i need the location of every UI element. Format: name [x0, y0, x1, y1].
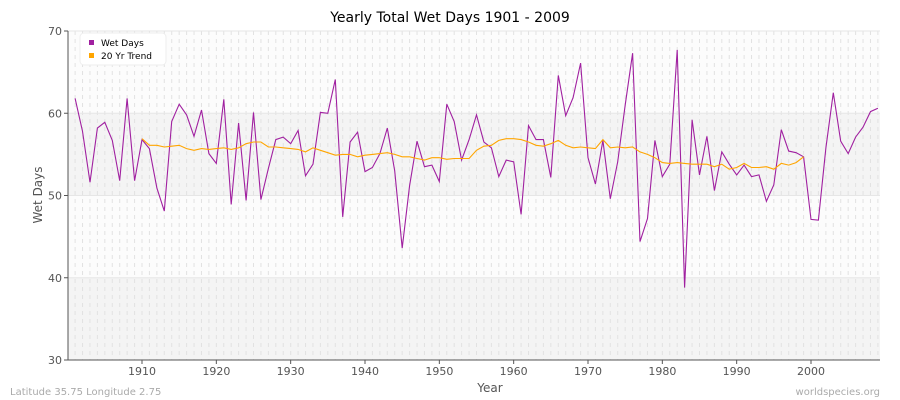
- y-tick-label: 30: [48, 354, 62, 367]
- y-band: [68, 31, 880, 114]
- series-line-trend: [141, 138, 804, 170]
- x-tick-label: 1910: [128, 365, 156, 378]
- x-axis-label: Year: [476, 381, 502, 395]
- y-tick-label: 40: [48, 272, 62, 285]
- series-line-wet-days: [74, 49, 879, 288]
- x-tick-label: 1950: [425, 365, 453, 378]
- chart-title: Yearly Total Wet Days 1901 - 2009: [329, 10, 570, 26]
- x-tick-label: 1980: [648, 365, 676, 378]
- x-tick-label: 1960: [500, 365, 528, 378]
- x-tick-label: 1920: [202, 365, 230, 378]
- footer-source: worldspecies.org: [796, 387, 880, 398]
- legend-swatch-trend: [89, 53, 94, 58]
- legend-label-trend: 20 Yr Trend: [101, 52, 152, 62]
- legend-swatch-wet-days: [89, 40, 94, 45]
- y-band: [68, 277, 880, 360]
- x-tick-label: 1990: [723, 365, 751, 378]
- y-tick-label: 50: [48, 190, 62, 203]
- x-tick-label: 1970: [574, 365, 602, 378]
- y-tick-label: 70: [48, 25, 62, 38]
- legend: Wet Days 20 Yr Trend: [79, 32, 167, 66]
- legend-label-wet-days: Wet Days: [101, 39, 144, 49]
- y-band: [68, 113, 880, 196]
- y-tick-label: 60: [48, 107, 62, 120]
- y-band: [68, 195, 880, 278]
- x-tick-label: 2000: [797, 365, 825, 378]
- x-tick-label: 1930: [277, 365, 305, 378]
- x-tick-label: 1940: [351, 365, 379, 378]
- footer-coordinates: Latitude 35.75 Longitude 2.75: [10, 387, 161, 398]
- y-axis-label: Wet Days: [31, 166, 45, 223]
